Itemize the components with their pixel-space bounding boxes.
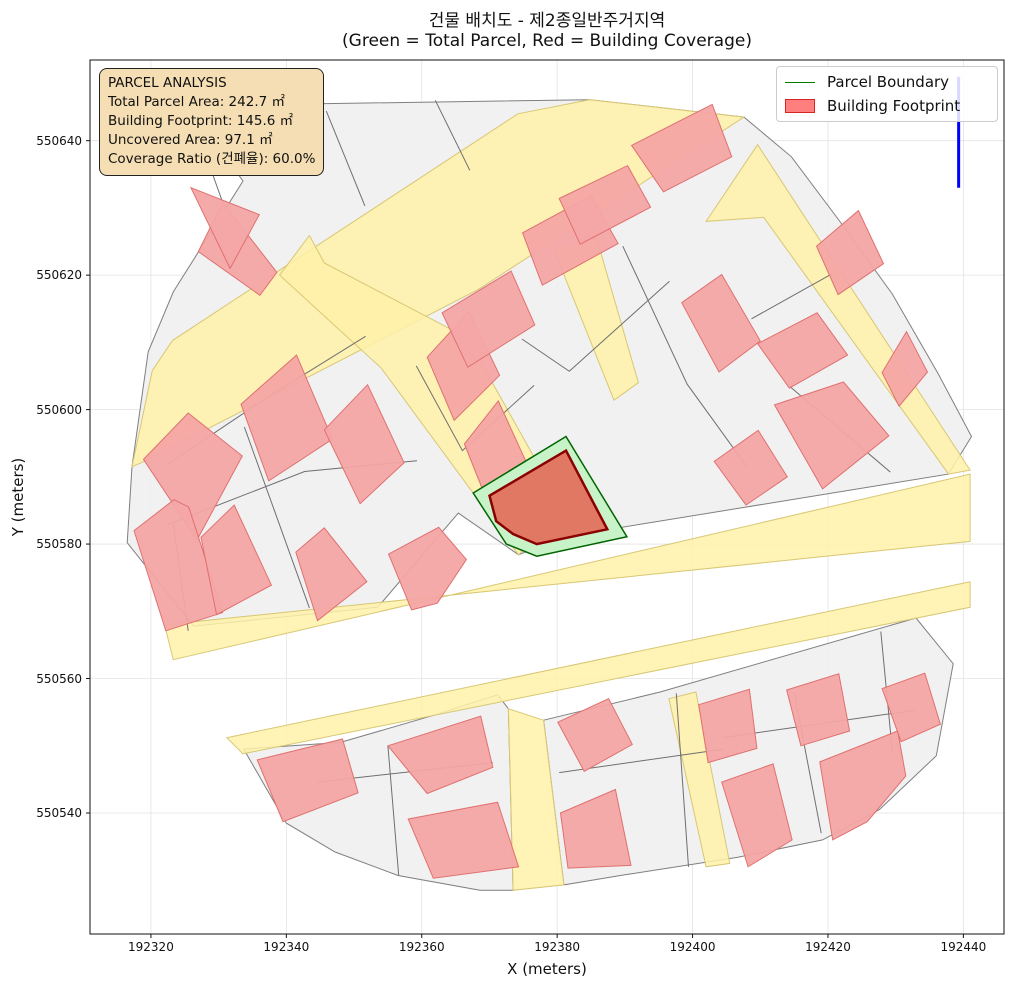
x-tick-label: 192380 (534, 940, 581, 954)
parcel-boundary-line (387, 745, 400, 876)
annotation-line: PARCEL ANALYSIS (108, 75, 227, 91)
building-footprint (721, 763, 793, 868)
building-footprint (387, 526, 468, 611)
building-footprint (681, 273, 761, 373)
parcel-boundary-line (521, 280, 670, 372)
parcel-boundary-line (622, 245, 748, 468)
parcel-boundary-line (243, 426, 310, 609)
parcel-analysis-box: PARCEL ANALYSIS Total Parcel Area: 242.7… (99, 68, 325, 176)
x-tick-label: 192320 (128, 940, 174, 954)
x-tick-label: 192420 (805, 940, 851, 954)
parcel-boundary-line (675, 693, 689, 867)
y-tick-label: 550620 (36, 268, 82, 283)
building-footprint (441, 270, 536, 368)
building-footprint (819, 730, 907, 841)
building-footprint (256, 738, 359, 823)
chart-title-line2: (Green = Total Parcel, Red = Building Co… (342, 31, 752, 51)
annotation-line: Coverage Ratio (건폐율): 60.0% (108, 151, 316, 167)
axes-frame (89, 59, 1005, 935)
building-footprint (881, 330, 929, 408)
x-tick-label: 192360 (398, 940, 445, 954)
legend-item-parcel-boundary: Parcel Boundary (785, 70, 989, 94)
x-axis-label: X (meters) (507, 960, 587, 978)
building-footprint (881, 672, 942, 743)
y-tick-label: 550560 (36, 671, 82, 686)
building-footprint (559, 788, 632, 869)
building-footprint (786, 673, 851, 747)
legend-item-building-footprint: Building Footprint (785, 94, 989, 118)
annotation-line: Uncovered Area: 97.1 ㎡ (108, 132, 273, 148)
x-tick-label: 192400 (669, 940, 716, 954)
building-footprint (815, 209, 885, 296)
legend: Parcel Boundary Building Footprint (776, 66, 998, 122)
building-footprint (756, 312, 849, 389)
building-footprint (558, 164, 652, 245)
building-footprint (189, 186, 261, 270)
parcel-boundary-line (325, 110, 366, 207)
road-polygon (668, 691, 731, 868)
legend-patch-swatch (785, 99, 815, 113)
y-tick-label: 550600 (36, 402, 82, 417)
road-polygon (507, 708, 565, 891)
y-tick-label: 550580 (36, 537, 82, 552)
legend-label: Parcel Boundary (827, 73, 950, 91)
y-tick-label: 550540 (36, 805, 82, 820)
building-footprint (295, 527, 368, 622)
y-axis-label: Y (meters) (9, 457, 27, 537)
building-footprint (407, 801, 520, 879)
legend-line-swatch (785, 81, 815, 83)
building-footprint (698, 688, 758, 764)
legend-label: Building Footprint (827, 97, 961, 115)
annotation-line: Total Parcel Area: 242.7 ㎡ (108, 94, 285, 110)
parcel-boundary-line (434, 100, 471, 171)
map-layer (126, 76, 973, 891)
x-tick-label: 192340 (263, 940, 310, 954)
annotation-line: Building Footprint: 145.6 ㎡ (108, 113, 294, 129)
parcel-boundary-line (751, 273, 833, 320)
road-polygon (163, 473, 971, 661)
building-footprint (773, 381, 890, 490)
y-tick-label: 550640 (36, 133, 82, 148)
building-footprint (630, 103, 733, 193)
target-building (488, 448, 610, 546)
road-polygon (225, 581, 971, 755)
building-footprint (387, 715, 494, 795)
building-footprint (323, 383, 405, 505)
x-tick-label: 192440 (940, 940, 987, 954)
tick-marks (86, 140, 964, 938)
chart-title-line1: 건물 배치도 - 제2종일반주거지역 (428, 11, 666, 31)
building-footprint (557, 698, 633, 772)
parcel-boundary-line (415, 365, 535, 452)
building-footprint (713, 429, 788, 506)
building-footprint (200, 504, 273, 616)
